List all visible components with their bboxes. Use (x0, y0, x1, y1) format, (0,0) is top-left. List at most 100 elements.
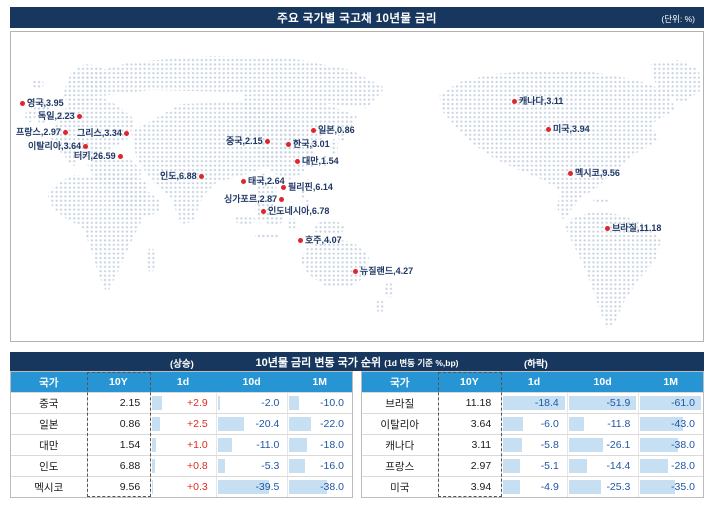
table-row: 캐나다 3.11 -5.8 -26.1 -38.0 (362, 434, 703, 455)
country-marker-dot (295, 159, 300, 164)
country-label-text: 프랑스,2.97 (16, 127, 61, 137)
falling-section-label: (하락) (524, 359, 548, 370)
country-label-text: 필리핀,6.14 (288, 182, 333, 192)
y10-cell: 2.15 (86, 393, 151, 413)
country-cell: 프랑스 (385, 460, 415, 473)
table-row: 이탈리아 3.64 -6.0 -11.8 -43.0 (362, 413, 703, 434)
data-bar (503, 459, 521, 473)
table-row: 멕시코 9.56 +0.3 -39.5 -38.0 (11, 476, 352, 497)
change-value: +2.9 (187, 397, 208, 409)
map-country-label: 멕시코,9.56 (568, 168, 620, 179)
y10-cell: 11.18 (437, 393, 502, 413)
country-marker-dot (353, 269, 358, 274)
data-bar (152, 459, 155, 473)
country-label-text: 태국,2.64 (248, 176, 285, 186)
column-header: 10d (242, 376, 261, 388)
y10-cell: 6.88 (86, 456, 151, 476)
country-marker-dot (83, 144, 89, 149)
map-unit-label: (단위: %) (661, 14, 695, 24)
country-marker-dot (512, 99, 517, 104)
map-country-label: 그리스,3.34 (77, 128, 129, 139)
map-country-label: 한국,3.01 (286, 139, 330, 150)
data-bar (503, 417, 524, 431)
change-value: -10.0 (320, 397, 344, 409)
change-value: -43.0 (671, 418, 695, 430)
change-value: -5.3 (261, 460, 280, 472)
country-label-text: 뉴질랜드,4.27 (360, 266, 414, 276)
column-header: 국가 (390, 376, 410, 389)
data-bar (289, 438, 308, 452)
map-country-label: 독일,2.23 (38, 111, 82, 122)
change-value: +1.0 (187, 439, 208, 451)
data-bar (217, 396, 221, 410)
change-value: -5.1 (540, 460, 559, 472)
change-value: -25.3 (606, 481, 631, 493)
country-marker-dot (20, 101, 25, 106)
country-marker-dot (279, 197, 285, 202)
change-1d-cell: +0.3 (150, 477, 216, 497)
table-row: 중국 2.15 +2.9 -2.0 -10.0 (11, 392, 352, 413)
country-marker-dot (117, 154, 123, 159)
change-value: +0.3 (187, 481, 208, 493)
y10-cell: 1.54 (86, 435, 151, 455)
change-1d-cell: +0.8 (150, 456, 216, 476)
change-10d-cell: -39.5 (215, 477, 288, 497)
column-header: 1d (176, 376, 190, 388)
data-bar (217, 438, 232, 452)
country-cell: 이탈리아 (380, 418, 420, 431)
country-label-text: 멕시코,9.56 (575, 168, 620, 178)
data-bar (217, 480, 269, 494)
country-cell: 인도 (39, 460, 59, 473)
country-cell: 중국 (39, 397, 59, 410)
world-map-graphic (25, 56, 701, 328)
table-row: 대만 1.54 +1.0 -11.0 -18.0 (11, 434, 352, 455)
data-bar (568, 396, 636, 410)
continents (25, 56, 701, 328)
change-value: +2.5 (187, 418, 208, 430)
data-bar (503, 438, 523, 452)
map-country-label: 중국,2.15 (226, 136, 270, 147)
data-bar (640, 417, 683, 431)
change-value: -22.0 (320, 418, 344, 430)
country-marker-dot (298, 238, 303, 243)
data-bar (568, 459, 588, 473)
data-bar (568, 438, 603, 452)
country-label-text: 싱가포르,2.87 (224, 194, 278, 204)
change-10d-cell: -11.0 (215, 435, 288, 455)
country-cell: 일본 (39, 418, 59, 431)
country-label-text: 인도,6.88 (160, 171, 197, 181)
country-label-text: 미국,3.94 (553, 124, 590, 134)
change-1d-cell: -4.9 (501, 477, 567, 497)
country-label-text: 터키,26.59 (74, 151, 116, 161)
column-header: 국가 (39, 376, 59, 389)
change-value: -26.1 (606, 439, 631, 451)
country-label-text: 인도네시아,6.78 (268, 206, 330, 216)
country-marker-dot (281, 185, 286, 190)
change-1m-cell: -35.0 (638, 477, 703, 497)
country-label-text: 브라질,11.18 (612, 223, 662, 233)
column-header: 1d (527, 376, 541, 388)
change-1m-cell: -16.0 (287, 456, 352, 476)
map-country-label: 싱가포르,2.87 (224, 194, 285, 205)
change-value: -2.0 (261, 397, 280, 409)
country-label-text: 캐나다,3.11 (519, 96, 564, 106)
country-label-text: 중국,2.15 (226, 136, 263, 146)
change-value: -5.8 (540, 439, 559, 451)
country-label-text: 대만,1.54 (302, 156, 339, 166)
country-marker-dot (311, 128, 316, 133)
change-1d-cell: -18.4 (501, 393, 567, 413)
table-row: 인도 6.88 +0.8 -5.3 -16.0 (11, 455, 352, 476)
map-country-label: 인도,6.88 (160, 171, 204, 182)
change-1m-cell: -18.0 (287, 435, 352, 455)
map-country-label: 이탈리아,3.64 (28, 141, 89, 152)
column-header: 10d (593, 376, 612, 388)
change-value: -61.0 (671, 397, 695, 409)
change-1m-cell: -22.0 (287, 414, 352, 434)
data-bar (503, 480, 520, 494)
data-bar (503, 396, 565, 410)
change-value: +0.8 (187, 460, 208, 472)
country-label-text: 그리스,3.34 (77, 128, 122, 138)
map-country-label: 필리핀,6.14 (281, 182, 333, 193)
country-cell: 브라질 (385, 397, 415, 410)
y10-cell: 3.64 (437, 414, 502, 434)
